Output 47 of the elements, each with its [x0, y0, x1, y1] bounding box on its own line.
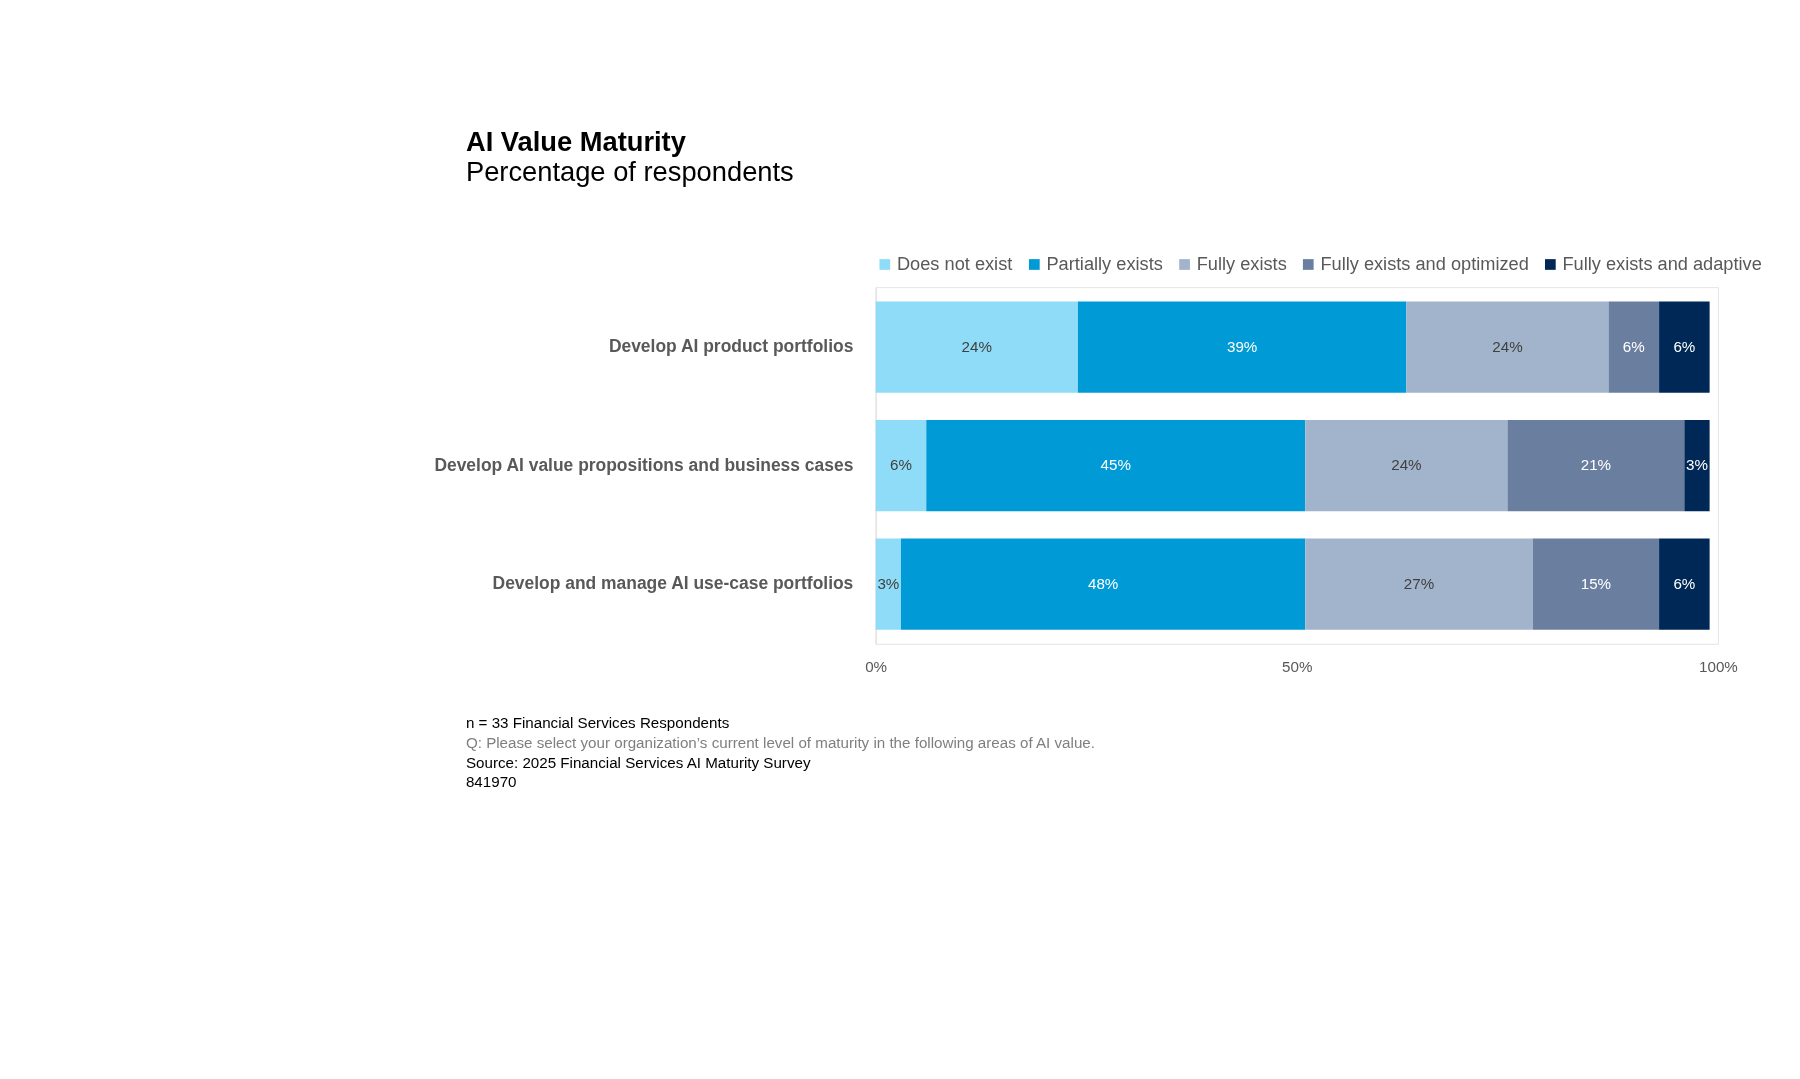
bar [1077, 301, 1407, 393]
data-label: 6% [890, 456, 912, 474]
x-tick-label: 50% [1282, 657, 1313, 675]
data-label: 6% [1673, 574, 1696, 592]
data-label: 24% [961, 337, 992, 355]
data-label: 27% [1403, 574, 1435, 592]
bar [1608, 301, 1660, 393]
bar [1684, 419, 1710, 512]
data-label: 6% [1622, 337, 1645, 355]
bar [900, 538, 1306, 630]
bar [1406, 301, 1609, 393]
data-label: 48% [1087, 574, 1119, 592]
bar [875, 419, 927, 512]
legend-label: Does not exist [896, 253, 1013, 274]
bar [1305, 538, 1533, 630]
y-tick-label: Develop AI value propositions and business cases [434, 454, 854, 475]
bar [1507, 419, 1685, 512]
data-label: 3% [1686, 456, 1708, 474]
data-label: 15% [1580, 574, 1612, 592]
y-tick-label: Develop AI product portfolios [608, 336, 854, 357]
legend-label: Fully exists and optimized [1320, 253, 1529, 274]
source-note: Source: 2025 Financial Services AI Maturity Survey [465, 753, 811, 771]
data-label: 6% [1673, 337, 1696, 355]
data-label: 24% [1391, 456, 1422, 474]
legend-label: Partially exists [1046, 253, 1163, 274]
data-label: 24% [1492, 337, 1523, 355]
text: n = 33 Financial Services Respondents [465, 714, 730, 732]
data-label: 39% [1226, 337, 1258, 355]
text: AI Value Maturity [465, 126, 687, 158]
x-tick-label: 0% [865, 657, 888, 675]
bar [926, 419, 1306, 512]
legend-label: Fully exists [1196, 253, 1287, 274]
legend-label: Fully exists and adaptive [1562, 253, 1762, 274]
data-label: 3% [877, 574, 900, 592]
bar [875, 301, 1078, 393]
bar [1532, 538, 1660, 630]
text: Percentage of respondents [465, 156, 794, 188]
data-label: 21% [1580, 456, 1612, 474]
bar [875, 538, 901, 630]
text: 841970 [465, 773, 517, 791]
x-tick-label: 100% [1699, 657, 1738, 675]
bar [1659, 538, 1710, 630]
y-tick-label: Develop and manage AI use-case portfolios [492, 573, 854, 594]
bar [1305, 419, 1508, 512]
data-label: 45% [1100, 456, 1131, 474]
bar [1659, 301, 1710, 393]
text: Q: Please select your organization’s current level of maturity in the following areas of AI value. [465, 733, 1095, 751]
